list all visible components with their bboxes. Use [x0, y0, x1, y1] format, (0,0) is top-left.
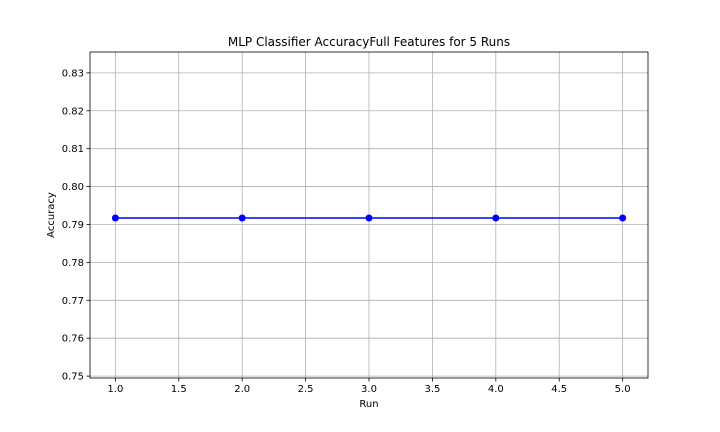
ticks-layer: 1.0 1.5 2.0 2.5 3.0 3.5 4.0 4.5 5.0 0.75 0.76 0.77 0… [62, 68, 631, 395]
data-point [619, 214, 627, 222]
x-tick-label: 1.5 [171, 384, 187, 395]
x-axis-label: Run [359, 399, 378, 410]
y-tick-label: 0.78 [62, 258, 84, 269]
series-layer [111, 214, 627, 222]
x-tick-label: 3.5 [424, 384, 440, 395]
y-tick-label: 0.80 [62, 182, 84, 193]
grid-layer [90, 52, 648, 378]
data-point [238, 214, 246, 222]
y-tick-label: 0.77 [62, 296, 84, 307]
x-tick-label: 2.0 [234, 384, 250, 395]
x-tick-label: 1.0 [107, 384, 123, 395]
x-tick-label: 3.0 [361, 384, 377, 395]
x-tick-label: 2.5 [298, 384, 314, 395]
y-tick-label: 0.79 [62, 220, 84, 231]
y-tick-label: 0.75 [62, 372, 84, 383]
data-point [492, 214, 500, 222]
x-tick-label: 5.0 [615, 384, 631, 395]
y-tick-label: 0.81 [62, 144, 84, 155]
y-tick-label: 0.76 [62, 334, 84, 345]
x-tick-label: 4.0 [488, 384, 504, 395]
data-point [365, 214, 373, 222]
x-tick-label: 4.5 [551, 384, 567, 395]
data-point [111, 214, 119, 222]
y-tick-label: 0.82 [62, 106, 84, 117]
chart-title: MLP Classifier AccuracyFull Features for… [228, 35, 510, 49]
y-tick-label: 0.83 [62, 68, 84, 79]
y-axis-label: Accuracy [46, 192, 57, 238]
